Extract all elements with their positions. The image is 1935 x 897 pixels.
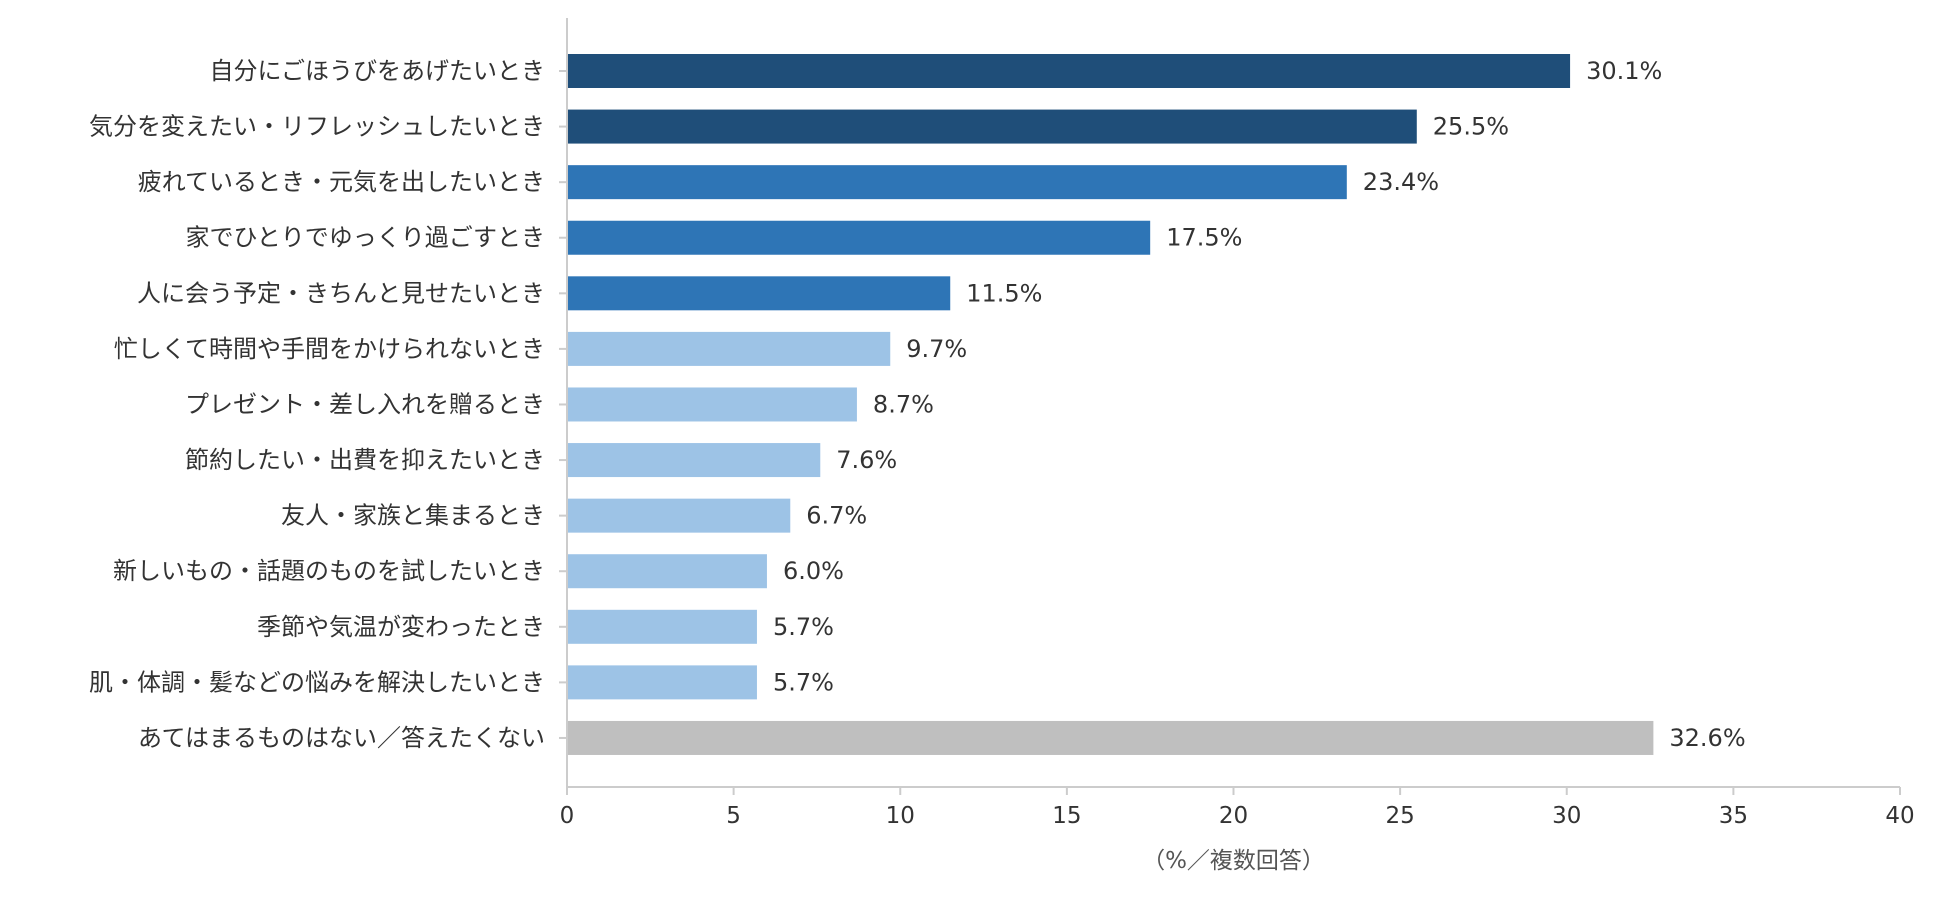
x-tick-label-5: 25 xyxy=(1385,803,1414,829)
bar-0 xyxy=(567,54,1571,88)
category-label-5: 忙しくて時間や手間をかけられないとき xyxy=(114,335,545,363)
value-label-9: 6.0% xyxy=(783,557,844,585)
bar-8 xyxy=(567,498,791,533)
value-label-2: 23.4% xyxy=(1363,168,1439,196)
bar-9 xyxy=(567,554,767,589)
category-label-11: 肌・体調・髪などの悩みを解決したいとき xyxy=(89,668,545,696)
value-labels-group: 30.1% 25.5% 23.4% 17.5% 11.5% 9.7% 8.7% 7.6% 6.7… xyxy=(773,57,1746,752)
x-tick-label-1: 5 xyxy=(726,803,741,829)
bar-5 xyxy=(567,331,891,366)
category-label-8: 友人・家族と集まるとき xyxy=(281,502,545,530)
category-label-9: 新しいもの・話題のものを試したいとき xyxy=(113,557,545,585)
category-label-0: 自分にごほうびをあげたいとき xyxy=(209,57,545,85)
value-label-1: 25.5% xyxy=(1433,113,1509,141)
value-label-6: 8.7% xyxy=(873,390,934,418)
value-label-12: 32.6% xyxy=(1669,724,1745,752)
category-label-7: 節約したい・出費を抑えたいとき xyxy=(185,446,545,474)
category-label-2: 疲れているとき・元気を出したいとき xyxy=(138,168,545,196)
x-tick-label-8: 40 xyxy=(1885,803,1914,829)
bar-6 xyxy=(567,387,857,422)
x-tick-label-2: 10 xyxy=(886,803,915,829)
value-label-7: 7.6% xyxy=(836,446,897,474)
x-tick-label-4: 20 xyxy=(1219,803,1248,829)
bars-group xyxy=(567,54,1654,755)
bar-10 xyxy=(567,609,757,644)
bar-2 xyxy=(567,165,1347,200)
bar-4 xyxy=(567,276,951,311)
category-labels-group: 自分にごほうびをあげたいとき気分を変えたい・リフレッシュしたいとき疲れているとき… xyxy=(89,57,567,752)
x-tick-label-7: 35 xyxy=(1719,803,1748,829)
bar-1 xyxy=(567,109,1417,144)
bar-3 xyxy=(567,220,1151,255)
x-tick-label-6: 30 xyxy=(1552,803,1581,829)
bar-12 xyxy=(567,720,1654,755)
value-label-11: 5.7% xyxy=(773,668,834,696)
value-label-3: 17.5% xyxy=(1166,224,1242,252)
value-label-5: 9.7% xyxy=(906,335,967,363)
category-label-3: 家でひとりでゆっくり過ごすとき xyxy=(185,224,545,252)
bar-7 xyxy=(567,443,821,478)
category-label-6: プレゼント・差し入れを贈るとき xyxy=(185,390,545,418)
x-axis-title: （%／複数回答） xyxy=(1142,848,1325,874)
bar-11 xyxy=(567,665,757,700)
x-tick-label-0: 0 xyxy=(560,803,575,829)
value-label-8: 6.7% xyxy=(806,502,867,530)
x-tick-label-3: 15 xyxy=(1052,803,1081,829)
category-label-1: 気分を変えたい・リフレッシュしたいとき xyxy=(89,113,545,141)
category-label-4: 人に会う予定・きちんと見せたいとき xyxy=(137,279,545,307)
value-label-10: 5.7% xyxy=(773,613,834,641)
category-label-12: あてはまるものはない／答えたくない xyxy=(138,724,545,752)
value-label-0: 30.1% xyxy=(1586,57,1662,85)
value-label-4: 11.5% xyxy=(966,279,1042,307)
x-ticks-group: 0 5 10 15 20 25 30 35 40 xyxy=(560,787,1915,829)
category-label-10: 季節や気温が変わったとき xyxy=(257,613,545,641)
